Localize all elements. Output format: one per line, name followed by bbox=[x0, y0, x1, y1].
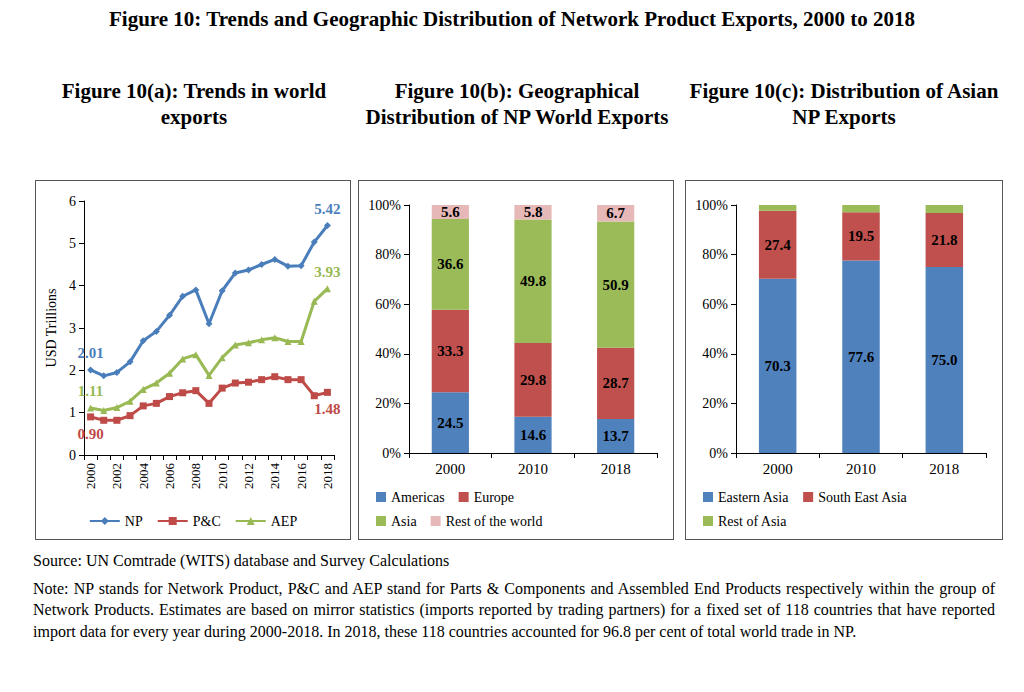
svg-text:49.8: 49.8 bbox=[520, 273, 546, 289]
svg-text:2000: 2000 bbox=[83, 463, 98, 489]
svg-text:2: 2 bbox=[69, 363, 76, 378]
svg-text:2018: 2018 bbox=[320, 463, 335, 489]
svg-text:1.11: 1.11 bbox=[78, 383, 103, 399]
html-text:Figure 10(c): Distribution of: Figure 10(c): Distribution of Asian NP E… bbox=[689, 79, 999, 130]
svg-text:Eastern Asia: Eastern Asia bbox=[718, 490, 789, 505]
svg-text:75.0: 75.0 bbox=[931, 352, 957, 368]
svg-text:2008: 2008 bbox=[188, 463, 203, 489]
svg-text:40%: 40% bbox=[702, 346, 728, 361]
svg-text:2006: 2006 bbox=[162, 463, 177, 490]
svg-text:NP: NP bbox=[125, 514, 143, 529]
svg-text:2010: 2010 bbox=[846, 461, 876, 477]
svg-text:70.3: 70.3 bbox=[765, 358, 791, 374]
svg-text:2002: 2002 bbox=[109, 463, 124, 489]
svg-text:2014: 2014 bbox=[267, 463, 282, 490]
svg-text:24.5: 24.5 bbox=[437, 415, 463, 431]
svg-text:2.01: 2.01 bbox=[77, 345, 103, 361]
svg-text:Europe: Europe bbox=[474, 490, 514, 505]
svg-text:USD Trillions: USD Trillions bbox=[44, 289, 59, 368]
svg-text:3.93: 3.93 bbox=[314, 264, 340, 280]
svg-text:Rest of Asia: Rest of Asia bbox=[718, 514, 787, 529]
svg-text:0%: 0% bbox=[709, 446, 728, 461]
html-text:Figure 10(a): Trends in world: Figure 10(a): Trends in world exports bbox=[61, 79, 327, 130]
svg-text:77.6: 77.6 bbox=[848, 349, 875, 365]
svg-text:0: 0 bbox=[69, 448, 76, 463]
svg-text:19.5: 19.5 bbox=[848, 228, 874, 244]
svg-text:3: 3 bbox=[69, 321, 76, 336]
svg-text:1: 1 bbox=[69, 405, 76, 420]
html-text:Source: UN Comtrade (WITS) dat: Source: UN Comtrade (WITS) database and … bbox=[33, 552, 450, 569]
svg-text:2018: 2018 bbox=[929, 461, 959, 477]
svg-text:60%: 60% bbox=[702, 297, 728, 312]
svg-text:80%: 80% bbox=[375, 247, 401, 262]
svg-text:21.8: 21.8 bbox=[931, 232, 957, 248]
html-text:Figure 10: Trends and Geograph: Figure 10: Trends and Geographic Distrib… bbox=[109, 7, 915, 31]
html-text:Note: NP stands for Network Pr: Note: NP stands for Network Product, P&C… bbox=[33, 580, 995, 640]
svg-text:P&C: P&C bbox=[193, 514, 221, 529]
svg-text:2012: 2012 bbox=[241, 463, 256, 489]
svg-text:80%: 80% bbox=[702, 247, 728, 262]
svg-text:1.48: 1.48 bbox=[314, 401, 340, 417]
svg-text:5.42: 5.42 bbox=[314, 201, 340, 217]
svg-text:27.4: 27.4 bbox=[765, 237, 792, 253]
svg-text:33.3: 33.3 bbox=[437, 343, 463, 359]
svg-text:13.7: 13.7 bbox=[603, 428, 630, 444]
svg-text:2016: 2016 bbox=[294, 463, 309, 490]
svg-text:100%: 100% bbox=[695, 198, 728, 213]
svg-text:20%: 20% bbox=[375, 396, 401, 411]
svg-text:0%: 0% bbox=[382, 446, 401, 461]
svg-text:0.90: 0.90 bbox=[77, 426, 103, 442]
svg-text:28.7: 28.7 bbox=[603, 375, 630, 391]
html-text:Figure 10(b): Geographical Dis: Figure 10(b): Geographical Distribution … bbox=[365, 79, 669, 130]
svg-text:50.9: 50.9 bbox=[603, 277, 629, 293]
svg-text:Rest of the world: Rest of the world bbox=[446, 514, 543, 529]
svg-text:5: 5 bbox=[69, 236, 76, 251]
svg-text:5.8: 5.8 bbox=[524, 204, 543, 220]
svg-text:4: 4 bbox=[69, 278, 76, 293]
svg-text:14.6: 14.6 bbox=[520, 427, 547, 443]
svg-text:2010: 2010 bbox=[215, 463, 230, 489]
svg-text:2004: 2004 bbox=[136, 463, 151, 490]
svg-text:5.6: 5.6 bbox=[441, 204, 460, 220]
svg-text:60%: 60% bbox=[375, 297, 401, 312]
svg-text:Americas: Americas bbox=[391, 490, 445, 505]
svg-text:2000: 2000 bbox=[435, 461, 465, 477]
svg-text:2010: 2010 bbox=[518, 461, 548, 477]
svg-text:20%: 20% bbox=[702, 396, 728, 411]
svg-text:29.8: 29.8 bbox=[520, 372, 546, 388]
svg-text:36.6: 36.6 bbox=[437, 256, 464, 272]
svg-text:40%: 40% bbox=[375, 346, 401, 361]
svg-text:6.7: 6.7 bbox=[606, 205, 625, 221]
svg-text:AEP: AEP bbox=[271, 514, 298, 529]
svg-text:South East Asia: South East Asia bbox=[818, 490, 907, 505]
svg-text:2018: 2018 bbox=[601, 461, 631, 477]
svg-text:2000: 2000 bbox=[763, 461, 793, 477]
svg-text:Asia: Asia bbox=[391, 514, 417, 529]
svg-text:6: 6 bbox=[69, 194, 76, 209]
svg-text:100%: 100% bbox=[368, 198, 401, 213]
